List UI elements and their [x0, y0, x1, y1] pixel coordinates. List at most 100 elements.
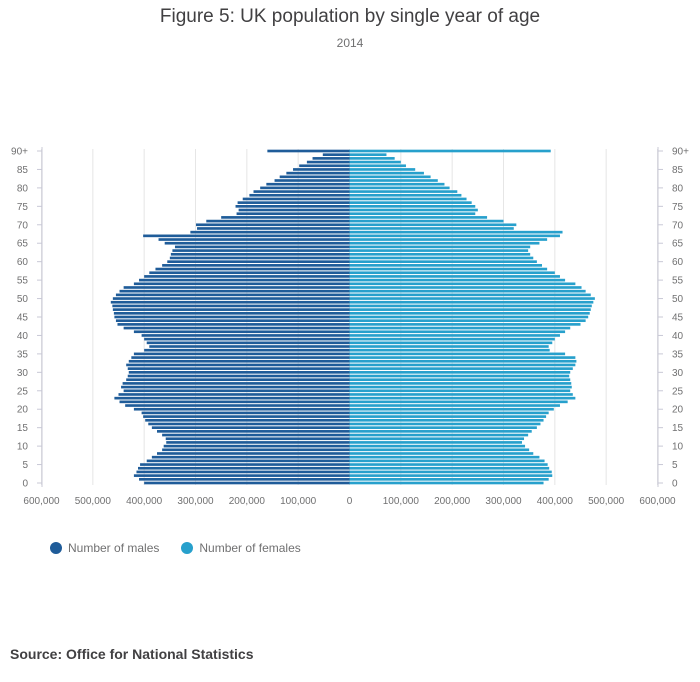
bar-male-age-86 — [299, 164, 350, 168]
bar-male-age-74 — [238, 208, 350, 212]
bar-female-age-13 — [349, 433, 529, 437]
legend-item-males[interactable]: Number of males — [50, 541, 159, 555]
bar-male-age-41 — [133, 330, 350, 334]
bar-male-age-21 — [125, 404, 350, 407]
bar-female-age-74 — [349, 208, 478, 212]
y-tick-label-left: 0 — [22, 479, 28, 490]
bar-male-age-73 — [236, 212, 350, 216]
bar-male-age-90+ — [267, 149, 350, 153]
bar-male-age-7 — [151, 455, 350, 459]
bar-female-age-72 — [349, 216, 488, 219]
x-tick-label: 100,000 — [383, 496, 420, 507]
y-tick-label-left: 85 — [17, 165, 29, 176]
bar-female-age-20 — [349, 407, 554, 411]
y-tick-label-left: 80 — [17, 183, 29, 194]
bar-male-age-61 — [169, 256, 350, 260]
bar-female-age-24 — [349, 393, 573, 396]
bar-female-age-25 — [349, 389, 571, 393]
bar-male-age-16 — [148, 422, 350, 426]
bar-female-age-57 — [349, 271, 555, 275]
bar-male-age-49 — [110, 300, 350, 304]
bar-male-age-28 — [126, 378, 350, 382]
bar-female-age-29 — [349, 374, 570, 378]
y-tick-label-right: 45 — [672, 313, 684, 324]
bar-female-age-34 — [349, 356, 576, 359]
x-tick-label: 500,000 — [75, 496, 112, 507]
x-tick-label: 300,000 — [177, 496, 214, 507]
bar-female-age-69 — [349, 227, 514, 230]
bar-female-age-40 — [349, 334, 560, 337]
bar-female-age-1 — [349, 477, 549, 481]
bar-female-age-81 — [349, 182, 445, 186]
bar-male-age-85 — [293, 168, 350, 171]
bar-female-age-63 — [349, 249, 529, 252]
x-tick-label: 600,000 — [639, 496, 676, 507]
population-pyramid-chart: 600,000 500,000 400,000 300,000 200,000 100,0… — [11, 147, 689, 508]
bar-male-age-58 — [155, 267, 350, 271]
bar-male-age-33 — [128, 359, 350, 363]
legend: Number of males Number of females — [50, 541, 301, 555]
bar-female-age-35 — [349, 352, 566, 356]
bar-female-age-36 — [349, 348, 550, 352]
bar-female-age-53 — [349, 286, 582, 289]
bar-male-age-11 — [166, 441, 350, 444]
bar-male-age-81 — [266, 182, 350, 186]
bar-female-age-64 — [349, 245, 531, 249]
bar-female-age-23 — [349, 396, 576, 400]
bar-female-age-12 — [349, 437, 525, 441]
bar-female-age-3 — [349, 470, 552, 474]
y-tick-label-left: 55 — [17, 276, 29, 287]
bar-male-age-75 — [235, 205, 350, 208]
chart-subtitle: 2014 — [336, 36, 364, 50]
bar-male-age-6 — [146, 459, 350, 463]
bar-female-age-33 — [349, 359, 577, 363]
bar-male-age-77 — [242, 197, 350, 201]
bar-male-age-24 — [118, 393, 350, 396]
bar-male-age-34 — [131, 356, 350, 359]
bar-female-age-43 — [349, 323, 581, 326]
bar-female-age-42 — [349, 326, 571, 330]
bar-male-age-89 — [322, 153, 350, 157]
y-tick-label-left: 60 — [17, 257, 29, 268]
bar-male-age-36 — [144, 348, 350, 352]
bar-male-age-68 — [190, 230, 350, 234]
bar-female-age-86 — [349, 164, 406, 168]
bar-female-age-90+ — [349, 149, 551, 153]
bar-female-age-84 — [349, 171, 424, 175]
bar-male-age-25 — [123, 389, 350, 393]
bar-female-age-22 — [349, 400, 568, 404]
bar-male-age-39 — [144, 337, 350, 341]
bar-male-age-44 — [115, 319, 350, 323]
bar-female-age-48 — [349, 304, 592, 308]
bar-male-age-53 — [123, 286, 350, 289]
bar-female-age-46 — [349, 311, 590, 315]
y-tick-label-left: 75 — [17, 202, 29, 213]
bar-male-age-88 — [312, 157, 350, 160]
bar-male-age-51 — [115, 293, 350, 297]
bar-male-age-40 — [141, 334, 350, 337]
bar-female-age-26 — [349, 385, 572, 389]
bar-male-age-76 — [237, 201, 350, 204]
legend-label-females: Number of females — [199, 541, 301, 555]
bar-male-age-46 — [113, 311, 350, 315]
legend-item-females[interactable]: Number of females — [181, 541, 301, 555]
y-tick-label-right: 35 — [672, 349, 684, 360]
bar-male-age-14 — [157, 430, 350, 433]
bar-male-age-1 — [139, 477, 350, 481]
bar-female-age-18 — [349, 415, 547, 418]
bar-male-age-82 — [274, 179, 350, 182]
bar-female-age-73 — [349, 212, 476, 216]
bar-female-age-19 — [349, 411, 549, 415]
bar-female-age-15 — [349, 426, 537, 429]
bar-female-age-54 — [349, 282, 576, 286]
bar-female-age-82 — [349, 179, 438, 182]
x-tick-label: 200,000 — [229, 496, 266, 507]
bar-male-age-70 — [196, 223, 350, 227]
bar-male-age-18 — [143, 415, 350, 418]
x-tick-label: 500,000 — [588, 496, 625, 507]
bar-female-age-58 — [349, 267, 548, 271]
bar-female-age-4 — [349, 466, 550, 470]
bar-female-age-44 — [349, 319, 586, 323]
bar-female-age-0 — [349, 481, 544, 485]
bar-female-age-68 — [349, 230, 563, 234]
